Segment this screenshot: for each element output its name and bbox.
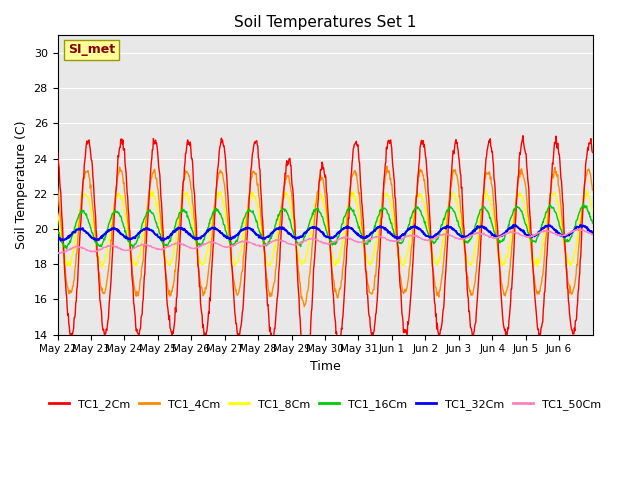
Legend: TC1_2Cm, TC1_4Cm, TC1_8Cm, TC1_16Cm, TC1_32Cm, TC1_50Cm: TC1_2Cm, TC1_4Cm, TC1_8Cm, TC1_16Cm, TC1… [45, 394, 605, 414]
Y-axis label: Soil Temperature (C): Soil Temperature (C) [15, 121, 28, 249]
X-axis label: Time: Time [310, 360, 340, 373]
Text: SI_met: SI_met [68, 43, 115, 56]
Title: Soil Temperatures Set 1: Soil Temperatures Set 1 [234, 15, 416, 30]
